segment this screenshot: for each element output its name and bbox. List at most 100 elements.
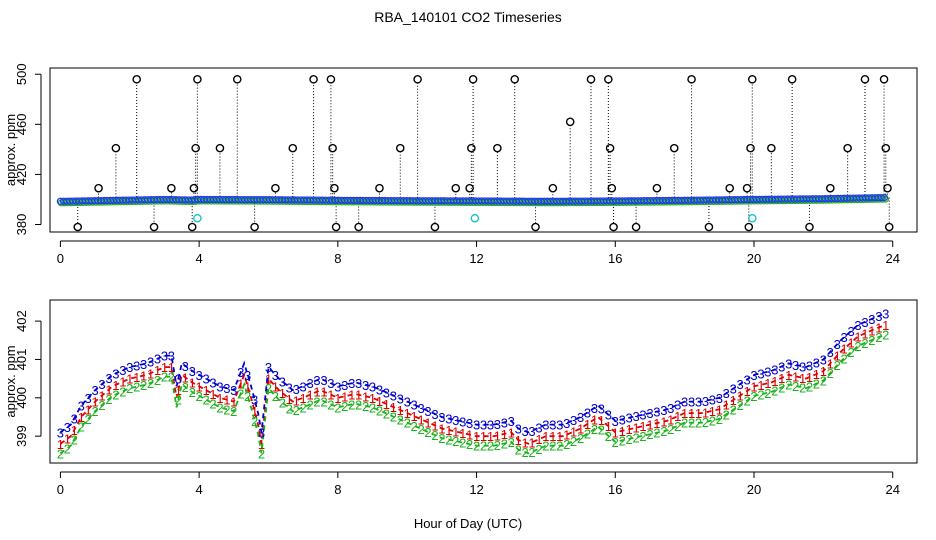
bottom-series-point-2: 2: [750, 389, 757, 404]
bottom-series-point-2: 2: [556, 439, 563, 454]
top-x-tick-label: 24: [885, 251, 899, 266]
bottom-series-point-2: 2: [542, 439, 549, 454]
bottom-series-point-2: 2: [653, 426, 660, 441]
bottom-series-point-3: 3: [189, 364, 196, 379]
bottom-series-point-3: 3: [341, 378, 348, 393]
bottom-series-point-3: 3: [411, 398, 418, 413]
bottom-series-point-3: 3: [251, 393, 258, 408]
bottom-series-point-3: 3: [757, 366, 764, 381]
bottom-series-point-2: 2: [501, 436, 508, 451]
bottom-series-point-2: 2: [320, 394, 327, 409]
bottom-series-point-3: 3: [785, 356, 792, 371]
bottom-series-point-3: 3: [827, 345, 834, 360]
top-outlier-point: [149, 222, 159, 232]
top-outlier-point: [881, 143, 891, 153]
bottom-series-point-3: 3: [91, 383, 98, 398]
bottom-series-line-2: [59, 333, 887, 455]
bottom-series-point-3: 3: [265, 360, 272, 375]
bottom-series-point-2: 2: [411, 419, 418, 434]
bottom-series-point-2: 2: [327, 397, 334, 412]
bottom-series-point-1: 1: [202, 383, 209, 398]
bottom-series-point-3: 3: [737, 377, 744, 392]
bottom-series-point-3: 3: [431, 407, 438, 422]
bottom-series-point-1: 1: [459, 426, 466, 441]
bottom-series-point-1: 1: [383, 397, 390, 412]
bottom-series-point-3: 3: [140, 357, 147, 372]
bottom-series-point-2: 2: [348, 397, 355, 412]
bottom-series-point-2: 2: [834, 358, 841, 373]
bottom-series-point-1: 1: [390, 400, 397, 415]
bottom-series-point-1: 1: [508, 425, 515, 440]
bottom-series-point-2: 2: [494, 438, 501, 453]
bottom-series-point-2: 2: [459, 436, 466, 451]
bottom-series-point-1: 1: [792, 369, 799, 384]
bottom-series-point-3: 3: [223, 381, 230, 396]
bottom-series-point-2: 2: [570, 434, 577, 449]
bottom-series-point-3: 3: [473, 418, 480, 433]
bottom-series-point-2: 2: [147, 376, 154, 391]
top-outlier-point: [330, 183, 339, 193]
bottom-series-point-3: 3: [355, 376, 362, 391]
bottom-series-point-1: 1: [577, 421, 584, 436]
bottom-series-point-2: 2: [140, 378, 147, 393]
bottom-series-point-3: 3: [376, 382, 383, 397]
bottom-series-point-2: 2: [133, 380, 140, 395]
bottom-series-point-1: 1: [369, 391, 376, 406]
bottom-series-point-2: 2: [660, 424, 667, 439]
bottom-series-point-1: 1: [355, 388, 362, 403]
bottom-series-point-3: 3: [258, 425, 265, 440]
bottom-series-point-2: 2: [369, 400, 376, 415]
bottom-series-point-3: 3: [459, 415, 466, 430]
bottom-series-point-2: 2: [71, 432, 78, 447]
bottom-series-point-2: 2: [279, 396, 286, 411]
bottom-series-point-1: 1: [861, 326, 868, 341]
bottom-series-point-2: 2: [598, 423, 605, 438]
bottom-series-point-2: 2: [757, 387, 764, 402]
bottom-series-point-1: 1: [78, 410, 85, 425]
bottom-series-point-3: 3: [778, 359, 785, 374]
top-outlier-point: [669, 143, 679, 153]
bottom-series-point-1: 1: [265, 372, 272, 387]
top-outlier-point: [826, 183, 835, 193]
bottom-series-point-3: 3: [417, 401, 424, 416]
bottom-series-point-3: 3: [515, 421, 522, 436]
top-outlier-point: [232, 74, 242, 84]
bottom-series-point-3: 3: [723, 386, 730, 401]
bottom-series-point-2: 2: [702, 415, 709, 430]
bottom-series-point-1: 1: [91, 395, 98, 410]
top-outlier-point: [451, 183, 461, 193]
top-outlier-point: [884, 222, 894, 232]
top-outlier-point: [328, 143, 337, 153]
bottom-series-point-3: 3: [438, 410, 445, 425]
top-outlier-point: [375, 183, 384, 193]
bottom-series-point-1: 1: [237, 377, 244, 392]
bottom-series-point-1: 1: [667, 412, 674, 427]
top-outlier-point: [607, 183, 617, 193]
bottom-series-point-1: 1: [480, 429, 487, 444]
bottom-series-point-1: 1: [71, 423, 78, 438]
bottom-series-point-3: 3: [577, 410, 584, 425]
top-outlier-point: [879, 74, 889, 84]
bottom-series-point-2: 2: [272, 389, 279, 404]
top-outlier-point: [747, 74, 757, 84]
top-x-tick-label: 20: [747, 251, 761, 266]
bottom-series-point-1: 1: [570, 425, 577, 440]
bottom-series-point-3: 3: [98, 377, 105, 392]
bottom-series-point-1: 1: [528, 435, 535, 450]
bottom-series-point-3: 3: [688, 395, 695, 410]
bottom-series-point-1: 1: [313, 385, 320, 400]
bottom-series-point-3: 3: [556, 418, 563, 433]
bottom-series-point-2: 2: [473, 439, 480, 454]
bottom-series-point-2: 2: [362, 399, 369, 414]
bottom-series-point-3: 3: [161, 349, 168, 364]
bottom-series-point-3: 3: [646, 406, 653, 421]
bottom-series-point-3: 3: [78, 398, 85, 413]
bottom-series-point-3: 3: [674, 398, 681, 413]
bottom-series-point-2: 2: [85, 412, 92, 427]
bottom-series-point-1: 1: [438, 421, 445, 436]
top-outlier-point: [725, 183, 735, 193]
bottom-series-point-3: 3: [598, 402, 605, 417]
top-outlier-point: [111, 143, 121, 153]
bottom-series-point-1: 1: [251, 404, 258, 419]
bottom-series-point-1: 1: [57, 437, 64, 452]
